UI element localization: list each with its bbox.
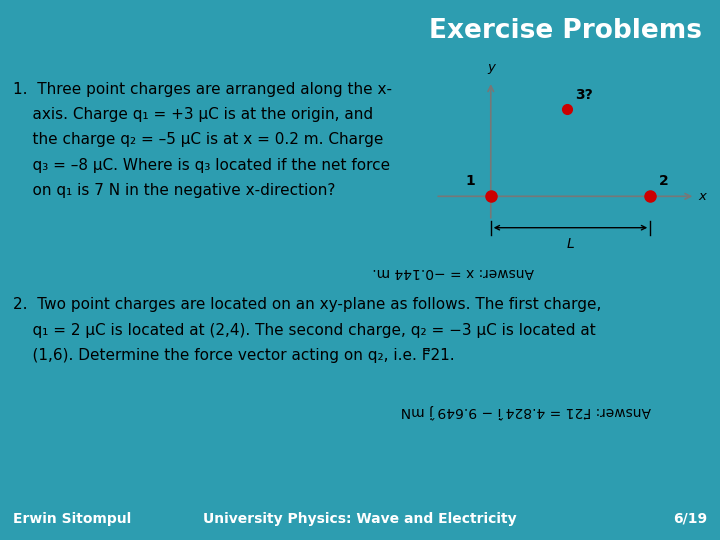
Text: 3?: 3? (575, 88, 593, 102)
Text: 2.  Two point charges are located on an xy-plane as follows. The first charge,: 2. Two point charges are located on an x… (13, 298, 601, 313)
Text: q₁ = 2 μC is located at (2,4). The second charge, q₂ = −3 μC is located at: q₁ = 2 μC is located at (2,4). The secon… (13, 323, 595, 338)
Text: Answer: F⃗21 = 4.824 î − 9.649 ĵ mN: Answer: F⃗21 = 4.824 î − 9.649 ĵ mN (400, 404, 651, 418)
Text: (1,6). Determine the force vector acting on q₂, i.e. F⃗21.: (1,6). Determine the force vector acting… (13, 348, 454, 363)
Text: 6/19: 6/19 (673, 512, 707, 526)
Text: 1.  Three point charges are arranged along the x-: 1. Three point charges are arranged alon… (13, 82, 392, 97)
Text: Erwin Sitompul: Erwin Sitompul (13, 512, 131, 526)
Text: University Physics: Wave and Electricity: University Physics: Wave and Electricity (203, 512, 517, 526)
Text: the charge q₂ = –5 μC is at x = 0.2 m. Charge: the charge q₂ = –5 μC is at x = 0.2 m. C… (13, 132, 383, 147)
Text: q₃ = –8 μC. Where is q₃ located if the net force: q₃ = –8 μC. Where is q₃ located if the n… (13, 158, 390, 173)
Text: x: x (698, 190, 706, 203)
Text: L: L (567, 238, 575, 252)
Text: Answer: x = −0.144 m.: Answer: x = −0.144 m. (373, 265, 534, 279)
Text: Exercise Problems: Exercise Problems (429, 18, 702, 44)
Text: axis. Charge q₁ = +3 μC is at the origin, and: axis. Charge q₁ = +3 μC is at the origin… (13, 107, 373, 122)
Text: 1: 1 (466, 174, 475, 188)
Text: 2: 2 (659, 174, 668, 188)
Text: y: y (487, 62, 495, 75)
Text: on q₁ is 7 N in the negative x-direction?: on q₁ is 7 N in the negative x-direction… (13, 183, 336, 198)
